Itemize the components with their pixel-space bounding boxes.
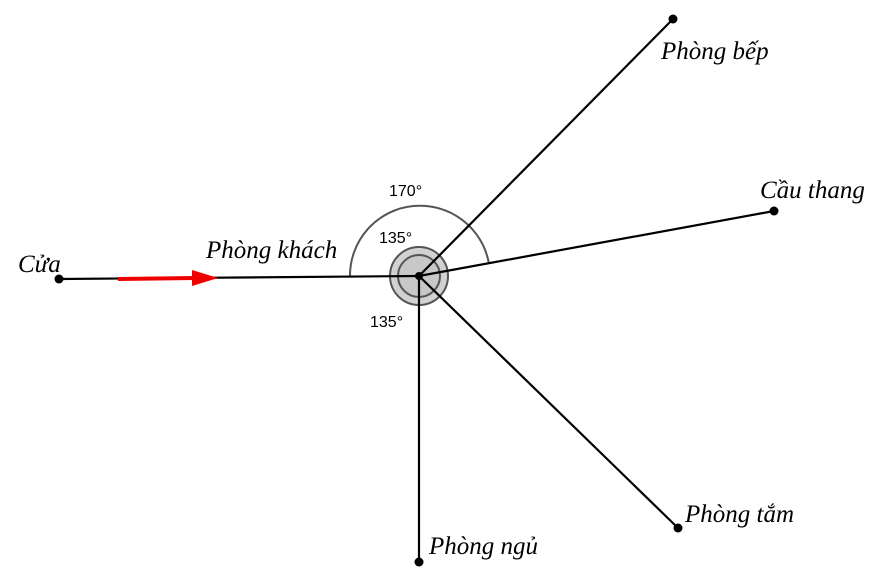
angle-arc-170 [348,204,490,278]
label-bedroom: Phòng ngủ [428,533,538,560]
node-bedroom [414,557,424,567]
label-stairs: Cầu thang [760,177,865,204]
node-stairs [769,206,779,216]
node-kitchen [668,14,678,24]
direction-arrow-head [192,270,218,286]
direction-arrow-shaft [117,276,197,281]
node-hub [415,272,423,280]
angle-label-135-inner: 135° [379,230,412,247]
angle-label-135-lower: 135° [370,314,403,331]
label-bathroom: Phòng tắm [684,501,794,528]
label-kitchen: Phòng bếp [660,38,769,65]
edge-hub-bathroom [418,275,679,529]
label-door: Cửa [18,251,61,278]
node-door [54,274,64,284]
edge-hub-stairs [418,209,775,278]
node-bathroom [673,523,683,533]
angle-label-170: 170° [389,183,422,200]
edge-hub-kitchen [418,18,674,277]
label-living-room: Phòng khách [205,237,337,264]
edge-door-living [58,274,420,281]
